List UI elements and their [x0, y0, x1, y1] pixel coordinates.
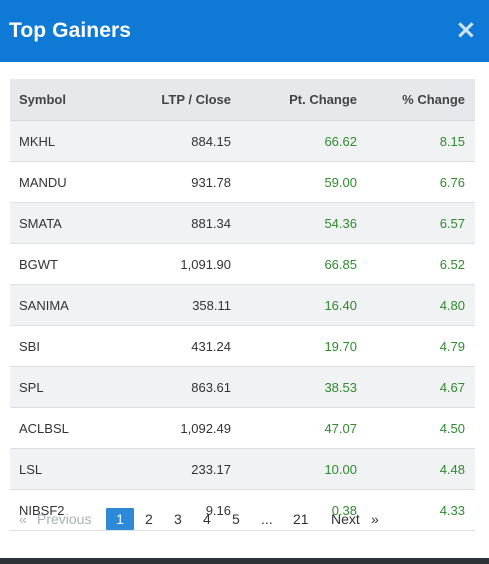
cell-pt-change: 19.70: [231, 325, 358, 367]
cell-pt-change: 16.40: [231, 284, 358, 326]
cell-pct-change: 4.33: [358, 489, 475, 531]
cell-pt-change: 66.62: [231, 120, 358, 162]
table-row: ACLBSL 1,092.49 47.07 4.50: [10, 407, 475, 449]
cell-ltp: 931.78: [112, 161, 231, 203]
cell-ltp: 884.15: [112, 120, 231, 162]
page-5-button[interactable]: 5: [232, 511, 240, 527]
table-row: NIBSF2 9.16 0.38 4.33: [10, 489, 475, 531]
next-arrow-icon[interactable]: »: [371, 511, 379, 527]
table-row: SMATA 881.34 54.36 6.57: [10, 202, 475, 244]
cell-ltp: 1,091.90: [112, 243, 231, 285]
pagination-ellipsis: ...: [261, 511, 273, 527]
cell-ltp: 863.61: [112, 366, 231, 408]
table-row: MKHL 884.15 66.62 8.15: [10, 120, 475, 162]
cell-pt-change: 0.38: [231, 489, 358, 531]
column-header-pt-change[interactable]: Pt. Change: [231, 79, 358, 121]
cell-symbol[interactable]: SANIMA: [10, 284, 112, 326]
cell-ltp: 358.11: [112, 284, 231, 326]
close-icon[interactable]: ×: [455, 15, 477, 45]
table-row: MANDU 931.78 59.00 6.76: [10, 161, 475, 203]
cell-ltp: 881.34: [112, 202, 231, 244]
table-row: SPL 863.61 38.53 4.67: [10, 366, 475, 408]
cell-symbol[interactable]: LSL: [10, 448, 112, 490]
cell-symbol[interactable]: SBI: [10, 325, 112, 367]
cell-pct-change: 6.52: [358, 243, 475, 285]
table-row: SBI 431.24 19.70 4.79: [10, 325, 475, 367]
cell-pct-change: 8.15: [358, 120, 475, 162]
cell-pt-change: 38.53: [231, 366, 358, 408]
cell-pct-change: 6.76: [358, 161, 475, 203]
table-header-row: Symbol LTP / Close Pt. Change % Change: [10, 79, 475, 121]
cell-symbol[interactable]: BGWT: [10, 243, 112, 285]
column-header-pct-change[interactable]: % Change: [358, 79, 475, 121]
cell-pct-change: 4.80: [358, 284, 475, 326]
modal-header: Top Gainers ×: [0, 0, 489, 62]
page-1-button[interactable]: 1: [106, 508, 134, 530]
prev-arrow-icon: «: [19, 511, 27, 527]
cell-pt-change: 47.07: [231, 407, 358, 449]
cell-symbol[interactable]: NIBSF2: [10, 489, 112, 531]
column-header-ltp[interactable]: LTP / Close: [112, 79, 231, 121]
cell-symbol[interactable]: MKHL: [10, 120, 112, 162]
table-row: SANIMA 358.11 16.40 4.80: [10, 284, 475, 326]
cell-symbol[interactable]: SPL: [10, 366, 112, 408]
cell-pct-change: 4.79: [358, 325, 475, 367]
page-2-button[interactable]: 2: [145, 511, 153, 527]
modal-title: Top Gainers: [9, 19, 132, 42]
cell-pt-change: 59.00: [231, 161, 358, 203]
table-row: BGWT 1,091.90 66.85 6.52: [10, 243, 475, 285]
cell-symbol[interactable]: ACLBSL: [10, 407, 112, 449]
cell-pct-change: 4.67: [358, 366, 475, 408]
cell-pct-change: 6.57: [358, 202, 475, 244]
page-3-button[interactable]: 3: [174, 511, 182, 527]
cell-ltp: 1,092.49: [112, 407, 231, 449]
cell-symbol[interactable]: MANDU: [10, 161, 112, 203]
column-header-symbol[interactable]: Symbol: [10, 79, 112, 121]
pagination: « Previous 1 2 3 4 5 ... 21 Next »: [0, 508, 489, 530]
cell-ltp: 9.16: [112, 489, 231, 531]
cell-ltp: 233.17: [112, 448, 231, 490]
previous-button: Previous: [37, 511, 92, 527]
cell-symbol[interactable]: SMATA: [10, 202, 112, 244]
cell-pt-change: 10.00: [231, 448, 358, 490]
cell-pt-change: 54.36: [231, 202, 358, 244]
gainers-table: Symbol LTP / Close Pt. Change % Change M…: [10, 79, 475, 531]
table-row: LSL 233.17 10.00 4.48: [10, 448, 475, 490]
cell-ltp: 431.24: [112, 325, 231, 367]
page-4-button[interactable]: 4: [203, 511, 211, 527]
cell-pct-change: 4.48: [358, 448, 475, 490]
cell-pt-change: 66.85: [231, 243, 358, 285]
cell-pct-change: 4.50: [358, 407, 475, 449]
page-21-button[interactable]: 21: [293, 511, 309, 527]
next-button[interactable]: Next: [331, 511, 360, 527]
